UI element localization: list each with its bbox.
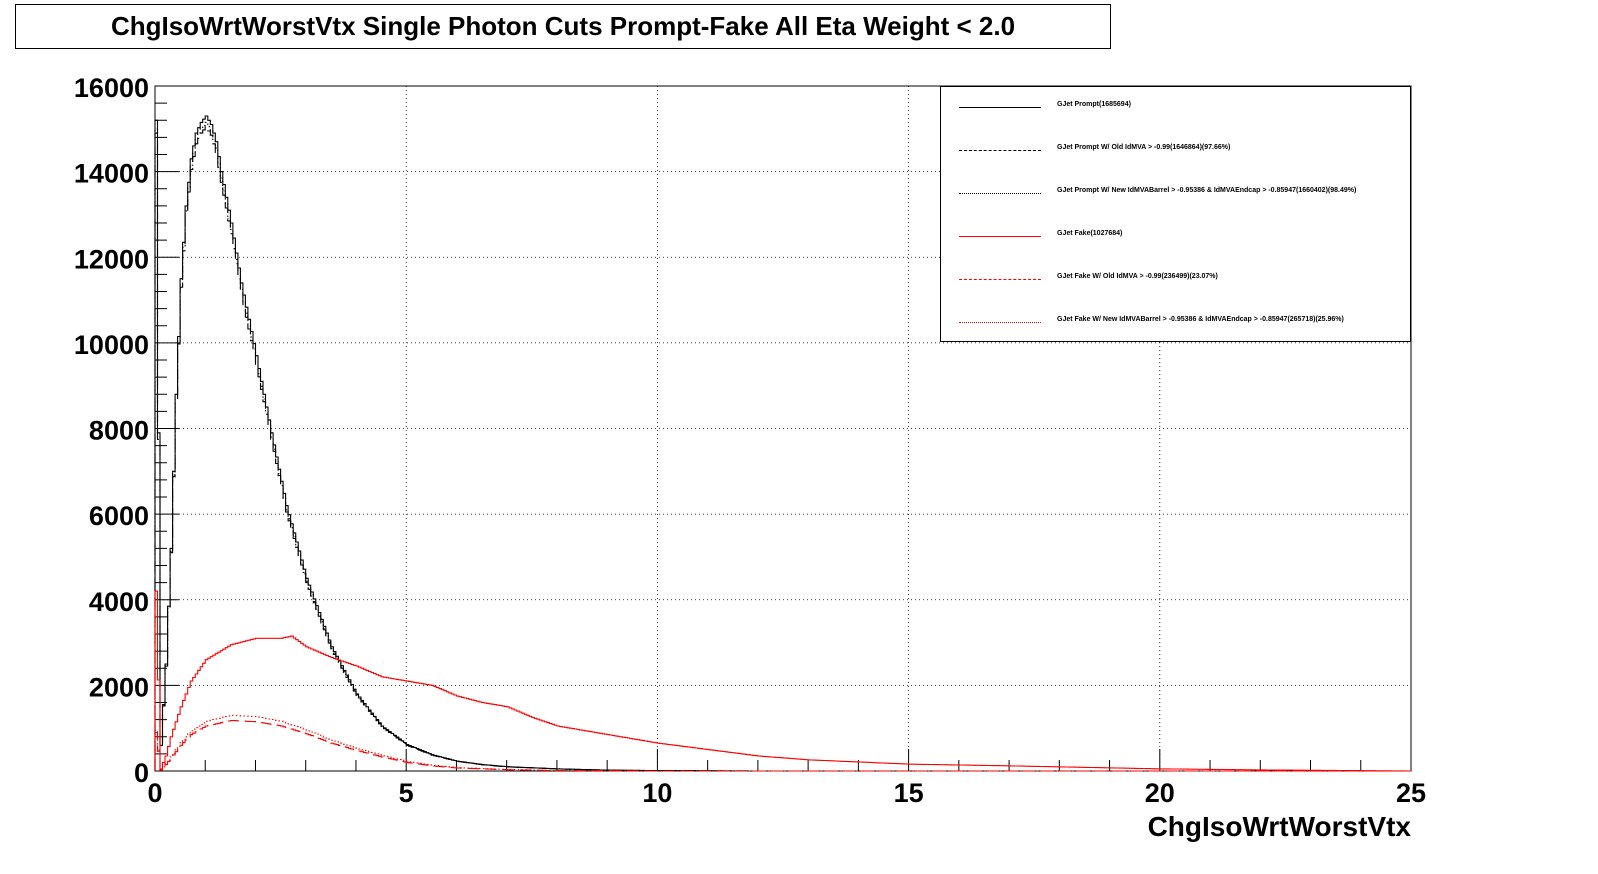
y-tick-label: 12000 [74,244,149,274]
y-tick-label: 14000 [74,159,149,189]
legend-swatch [959,279,1041,280]
legend-swatch [959,193,1041,194]
legend-entry: GJet Prompt W/ New IdMVABarrel > -0.9538… [941,184,1410,204]
x-tick-label: 15 [894,778,924,808]
series-line-6 [154,714,1411,772]
series-line-4 [154,590,1411,772]
y-tick-label: 10000 [74,330,149,360]
legend-label: GJet Fake W/ New IdMVABarrel > -0.95386 … [1057,316,1344,323]
chart-title-box: ChgIsoWrtWorstVtx Single Photon Cuts Pro… [15,4,1111,49]
legend-label: GJet Fake W/ Old IdMVA > -0.99(236499)(2… [1057,273,1218,280]
legend-label: GJet Fake(1027684) [1057,230,1123,237]
x-tick-label: 25 [1396,778,1426,808]
y-tick-label: 2000 [89,672,149,702]
x-tick-label: 10 [642,778,672,808]
x-tick-label: 5 [399,778,414,808]
y-tick-label: 8000 [89,416,149,446]
legend-entry: GJet Fake(1027684) [941,227,1410,247]
legend-swatch [959,150,1041,151]
x-tick-label: 0 [147,778,162,808]
legend-label: GJet Prompt(1685694) [1057,101,1131,108]
y-tick-label: 6000 [89,501,149,531]
series-line-5 [154,719,1411,772]
y-tick-label: 0 [134,758,149,788]
legend-swatch [959,322,1041,323]
legend-entry: GJet Prompt(1685694) [941,98,1410,118]
legend-entry: GJet Fake W/ New IdMVABarrel > -0.95386 … [941,313,1410,333]
legend-swatch [959,107,1041,108]
legend-entry: GJet Fake W/ Old IdMVA > -0.99(236499)(2… [941,270,1410,290]
legend-entry: GJet Prompt W/ Old IdMVA > -0.99(1646864… [941,141,1410,161]
y-tick-label: 4000 [89,587,149,617]
legend-label: GJet Prompt W/ Old IdMVA > -0.99(1646864… [1057,144,1231,151]
x-axis-label: ChgIsoWrtWorstVtx [1148,811,1412,842]
legend: GJet Prompt(1685694) GJet Prompt W/ Old I… [940,86,1411,342]
legend-label: GJet Prompt W/ New IdMVABarrel > -0.9538… [1057,187,1357,194]
legend-swatch [959,236,1041,237]
y-tick-label: 16000 [74,73,149,103]
x-tick-label: 20 [1145,778,1175,808]
chart-title: ChgIsoWrtWorstVtx Single Photon Cuts Pro… [110,11,1016,41]
